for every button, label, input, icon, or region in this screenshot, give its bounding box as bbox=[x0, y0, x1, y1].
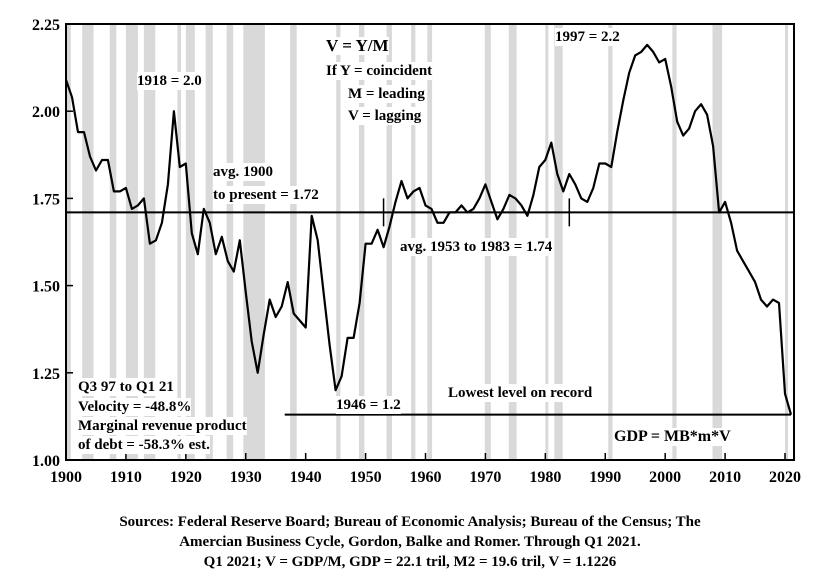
recession-band bbox=[386, 24, 392, 460]
stats-marginal-revenue: Marginal revenue product bbox=[78, 417, 247, 435]
formula-v: V = lagging bbox=[348, 107, 422, 125]
footer-line-3: Q1 2021; V = GDP/M, GDP = 22.1 tril, M2 … bbox=[203, 554, 617, 570]
velocity-chart: 1900 1910 1920 1930 1940 1950 1960 1970 1980 1990… bbox=[32, 17, 801, 486]
recession-band bbox=[125, 24, 138, 460]
formula-y: If Y = coincident bbox=[326, 62, 433, 80]
footer-line-2: Amercian Business Cycle, Gordon, Balke a… bbox=[179, 534, 641, 550]
formula-title: V = Y/M bbox=[326, 36, 389, 55]
x-tick-label: 1930 bbox=[230, 469, 262, 486]
series-lines bbox=[64, 43, 793, 416]
reference-lines bbox=[66, 198, 794, 416]
x-tick-label: 1980 bbox=[529, 469, 561, 486]
plot-frame bbox=[65, 23, 795, 461]
x-tick-label: 1960 bbox=[410, 469, 442, 486]
annotation-lowest-level: Lowest level on record bbox=[448, 384, 593, 402]
formula-m: M = leading bbox=[348, 85, 425, 103]
annotation-avg-line2: to present = 1.72 bbox=[213, 186, 319, 204]
recession-band bbox=[554, 24, 563, 460]
recession-band bbox=[185, 24, 195, 460]
sources-footer: Sources: Federal Reserve Board; Bureau o… bbox=[0, 512, 820, 572]
recession-band bbox=[109, 24, 117, 460]
x-tick-label: 1970 bbox=[469, 469, 501, 486]
x-tick-label: 1910 bbox=[110, 469, 142, 486]
stats-velocity: Velocity = -48.8% bbox=[78, 398, 192, 416]
x-tick-label: 2020 bbox=[769, 469, 801, 486]
recession-band bbox=[336, 24, 341, 460]
x-tick-label: 2000 bbox=[649, 469, 681, 486]
recession-band bbox=[243, 24, 265, 460]
x-tick-label: 1990 bbox=[589, 469, 621, 486]
y-tick-label: 2.25 bbox=[32, 17, 60, 34]
y-tick-label: 1.50 bbox=[32, 279, 60, 296]
x-tick-label: 1950 bbox=[350, 469, 382, 486]
stats-period: Q3 97 to Q1 21 bbox=[78, 378, 174, 396]
recession-band bbox=[608, 24, 613, 460]
x-tick-label: 2010 bbox=[709, 469, 741, 486]
recession-band bbox=[205, 24, 213, 460]
axis-tick-labels: 1900 1910 1920 1930 1940 1950 1960 1970 1980 1990… bbox=[32, 17, 801, 486]
recession-bands bbox=[66, 24, 789, 460]
footer-line-1: Sources: Federal Reserve Board; Bureau o… bbox=[119, 514, 701, 530]
recession-band bbox=[66, 24, 71, 460]
y-tick-label: 1.75 bbox=[32, 191, 60, 208]
axis-ticks bbox=[65, 23, 786, 461]
gdp-equation: GDP = MB*m*V bbox=[614, 428, 731, 446]
annotation-1946-low: 1946 = 1.2 bbox=[336, 396, 401, 414]
annotation-1997-peak: 1997 = 2.2 bbox=[555, 28, 620, 46]
y-tick-label: 2.00 bbox=[32, 104, 60, 121]
stats-debt: of debt = -58.3% est. bbox=[78, 436, 210, 454]
recession-band bbox=[177, 24, 182, 460]
annotation-avg-1953-1983: avg. 1953 to 1983 = 1.74 bbox=[400, 238, 553, 256]
y-tick-label: 1.25 bbox=[32, 366, 60, 383]
y-tick-label: 1.00 bbox=[32, 453, 60, 470]
recession-band bbox=[785, 24, 789, 460]
recession-band bbox=[226, 24, 234, 460]
annotation-avg-line1: avg. 1900 bbox=[213, 163, 273, 181]
recession-band bbox=[290, 24, 297, 460]
recession-band bbox=[672, 24, 677, 460]
velocity-series-line bbox=[64, 43, 793, 416]
recession-band bbox=[82, 24, 94, 460]
x-tick-label: 1920 bbox=[170, 469, 202, 486]
x-tick-label: 1900 bbox=[50, 469, 82, 486]
recession-band bbox=[358, 24, 365, 460]
x-tick-label: 1940 bbox=[290, 469, 322, 486]
recession-band bbox=[712, 24, 723, 460]
annotation-1918-peak: 1918 = 2.0 bbox=[137, 72, 202, 90]
